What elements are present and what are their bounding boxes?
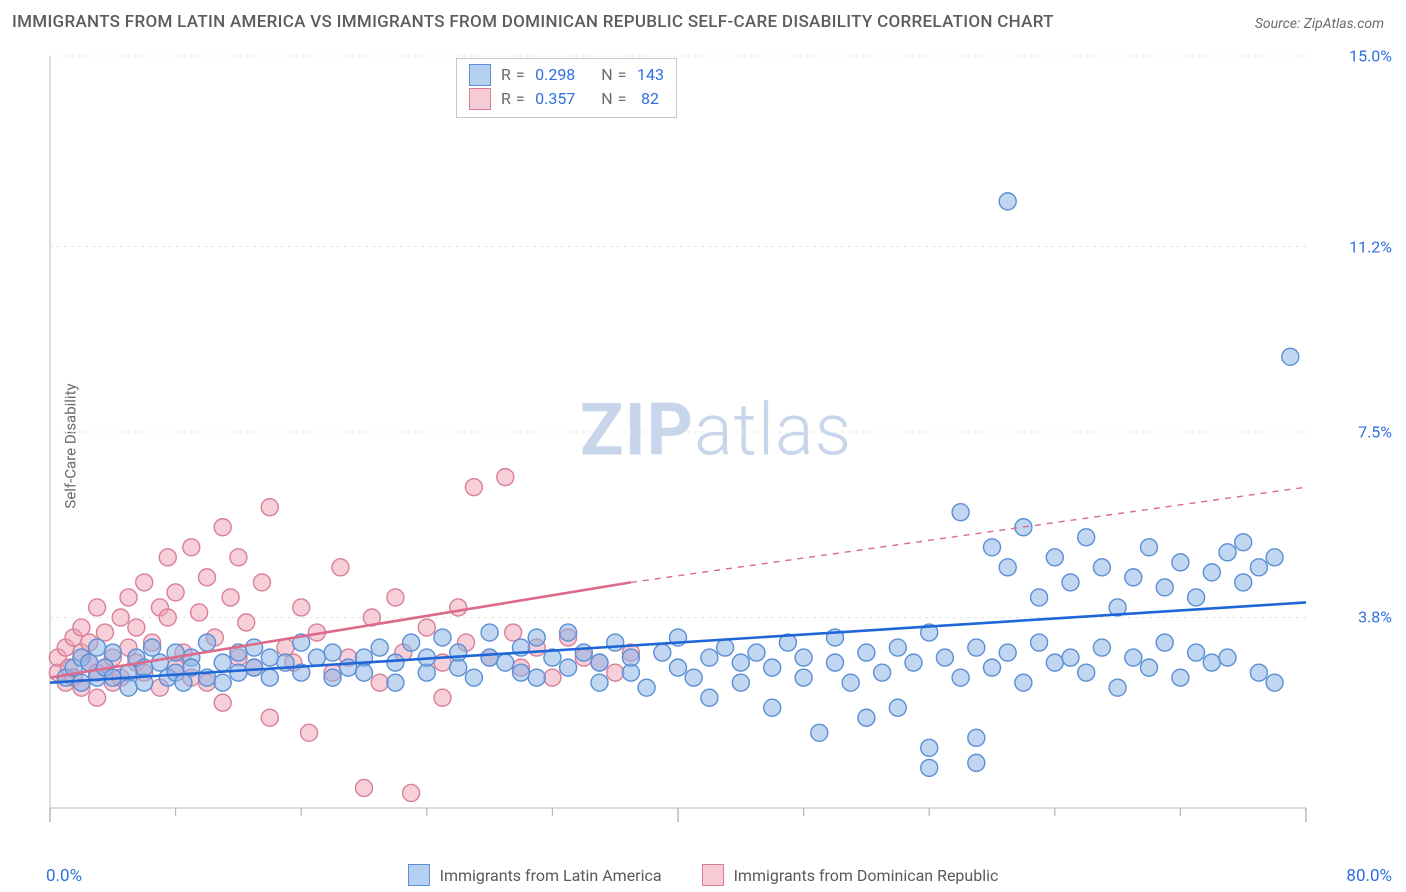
r-val-dominican: 0.357 — [535, 87, 575, 111]
source-credit: Source: ZipAtlas.com — [1255, 16, 1384, 32]
y-tick-label: 11.2% — [1349, 237, 1392, 256]
y-tick-label: 7.5% — [1358, 423, 1392, 442]
corr-row-dominican: R = 0.357 N = 82 — [469, 87, 664, 111]
legend-label-dominican: Immigrants from Dominican Republic — [734, 866, 999, 885]
n-prefix: N = — [601, 63, 627, 87]
chip-pink-icon — [469, 88, 491, 110]
correlation-box: R = 0.298 N = 143 R = 0.357 N = 82 — [456, 58, 677, 118]
chart-title: IMMIGRANTS FROM LATIN AMERICA VS IMMIGRA… — [12, 12, 1054, 32]
source-value: ZipAtlas.com — [1304, 16, 1384, 32]
y-tick-label: 15.0% — [1349, 47, 1392, 66]
legend-bottom: Immigrants from Latin America Immigrants… — [0, 864, 1406, 886]
legend-item-latin: Immigrants from Latin America — [408, 864, 662, 886]
n-prefix-2: N = — [601, 87, 627, 111]
n-val-latin: 143 — [637, 63, 664, 87]
corr-row-latin: R = 0.298 N = 143 — [469, 63, 664, 87]
legend-label-latin: Immigrants from Latin America — [440, 866, 662, 885]
legend-item-dominican: Immigrants from Dominican Republic — [702, 864, 999, 886]
scatter-svg — [46, 48, 1386, 844]
legend-chip-blue-icon — [408, 864, 430, 886]
r-prefix: R = — [501, 63, 525, 87]
r-prefix-2: R = — [501, 87, 525, 111]
legend-chip-pink-icon — [702, 864, 724, 886]
n-val-dominican: 82 — [637, 87, 659, 111]
plot-area: ZIPatlas R = 0.298 N = 143 R = 0.357 N =… — [46, 48, 1386, 844]
y-tick-label: 3.8% — [1358, 608, 1392, 627]
chip-blue-icon — [469, 64, 491, 86]
source-label: Source: — [1255, 16, 1300, 32]
r-val-latin: 0.298 — [535, 63, 575, 87]
